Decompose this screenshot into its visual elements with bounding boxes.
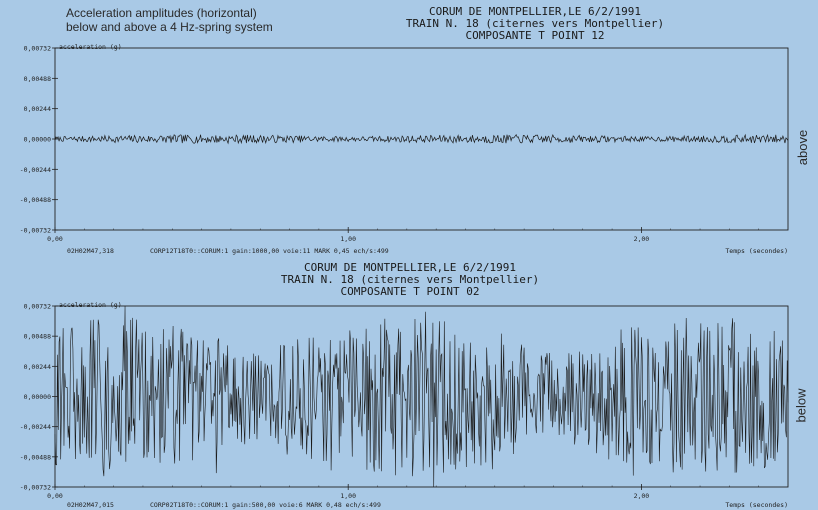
y-tick-label: 0,00732 (24, 303, 51, 311)
chart-bottom-title-line-2: TRAIN N. 18 (citernes vers Montpellier) (280, 273, 540, 286)
chart-top-title-line-1: CORUM DE MONTPELLIER,LE 6/2/1991 (429, 5, 641, 18)
signal-trace (54, 133, 789, 145)
y-tick-label: -0,00732 (20, 484, 51, 492)
figure-caption: Acceleration amplitudes (horizontal) bel… (66, 6, 273, 34)
chart-top-title-line-2: TRAIN N. 18 (citernes vers Montpellier) (405, 17, 665, 30)
x-tick-label: 0,00 (47, 492, 63, 500)
x-axis-label: Temps (secondes) (725, 501, 788, 509)
y-tick-label: -0,00488 (20, 196, 51, 204)
y-axis-label: acceleration (g) (59, 43, 122, 51)
y-tick-label: 0,00244 (24, 363, 51, 371)
y-tick-label: 0,00000 (24, 136, 51, 144)
y-tick-label: 0,00244 (24, 105, 51, 113)
footer-timestamp: 02H02M47,318 (67, 247, 114, 255)
x-axis-label: Temps (secondes) (725, 247, 788, 255)
y-tick-label: 0,00000 (24, 393, 51, 401)
footer-timestamp: 02H02M47,015 (67, 501, 114, 509)
y-tick-label: 0,00732 (24, 45, 51, 53)
caption-line-2: below and above a 4 Hz-spring system (66, 20, 273, 34)
y-tick-label: -0,00244 (20, 423, 51, 431)
y-tick-label: -0,00488 (20, 453, 51, 461)
y-axis-label: acceleration (g) (59, 301, 122, 309)
footer-channel-info: CORP02T18T0::CORUM:1 gain:500,00 voie:6 … (150, 501, 381, 509)
x-tick-label: 1,00 (340, 235, 356, 243)
side-label-above: above (794, 129, 810, 166)
chart-bottom-title-line-3: COMPOSANTE T POINT 02 (340, 285, 480, 298)
y-tick-label: 0,00488 (24, 333, 51, 341)
x-tick-label: 2,00 (634, 492, 650, 500)
x-tick-label: 2,00 (634, 235, 650, 243)
side-label-below: below (793, 388, 809, 423)
signal-trace (54, 305, 789, 488)
chart-top-title: CORUM DE MONTPELLIER,LE 6/2/1991 TRAIN N… (360, 6, 710, 42)
x-tick-label: 0,00 (47, 235, 63, 243)
y-tick-label: -0,00244 (20, 166, 51, 174)
chart-bottom-title-line-1: CORUM DE MONTPELLIER,LE 6/2/1991 (304, 261, 516, 274)
y-tick-label: -0,00732 (20, 227, 51, 235)
chart-top-title-line-3: COMPOSANTE T POINT 12 (465, 29, 605, 42)
chart-bottom-title: CORUM DE MONTPELLIER,LE 6/2/1991 TRAIN N… (220, 262, 600, 298)
x-tick-label: 1,00 (340, 492, 356, 500)
caption-line-1: Acceleration amplitudes (horizontal) (66, 6, 257, 20)
footer-channel-info: CORP12T18T0::CORUM:1 gain:1000,00 voie:1… (150, 247, 389, 255)
y-tick-label: 0,00488 (24, 75, 51, 83)
